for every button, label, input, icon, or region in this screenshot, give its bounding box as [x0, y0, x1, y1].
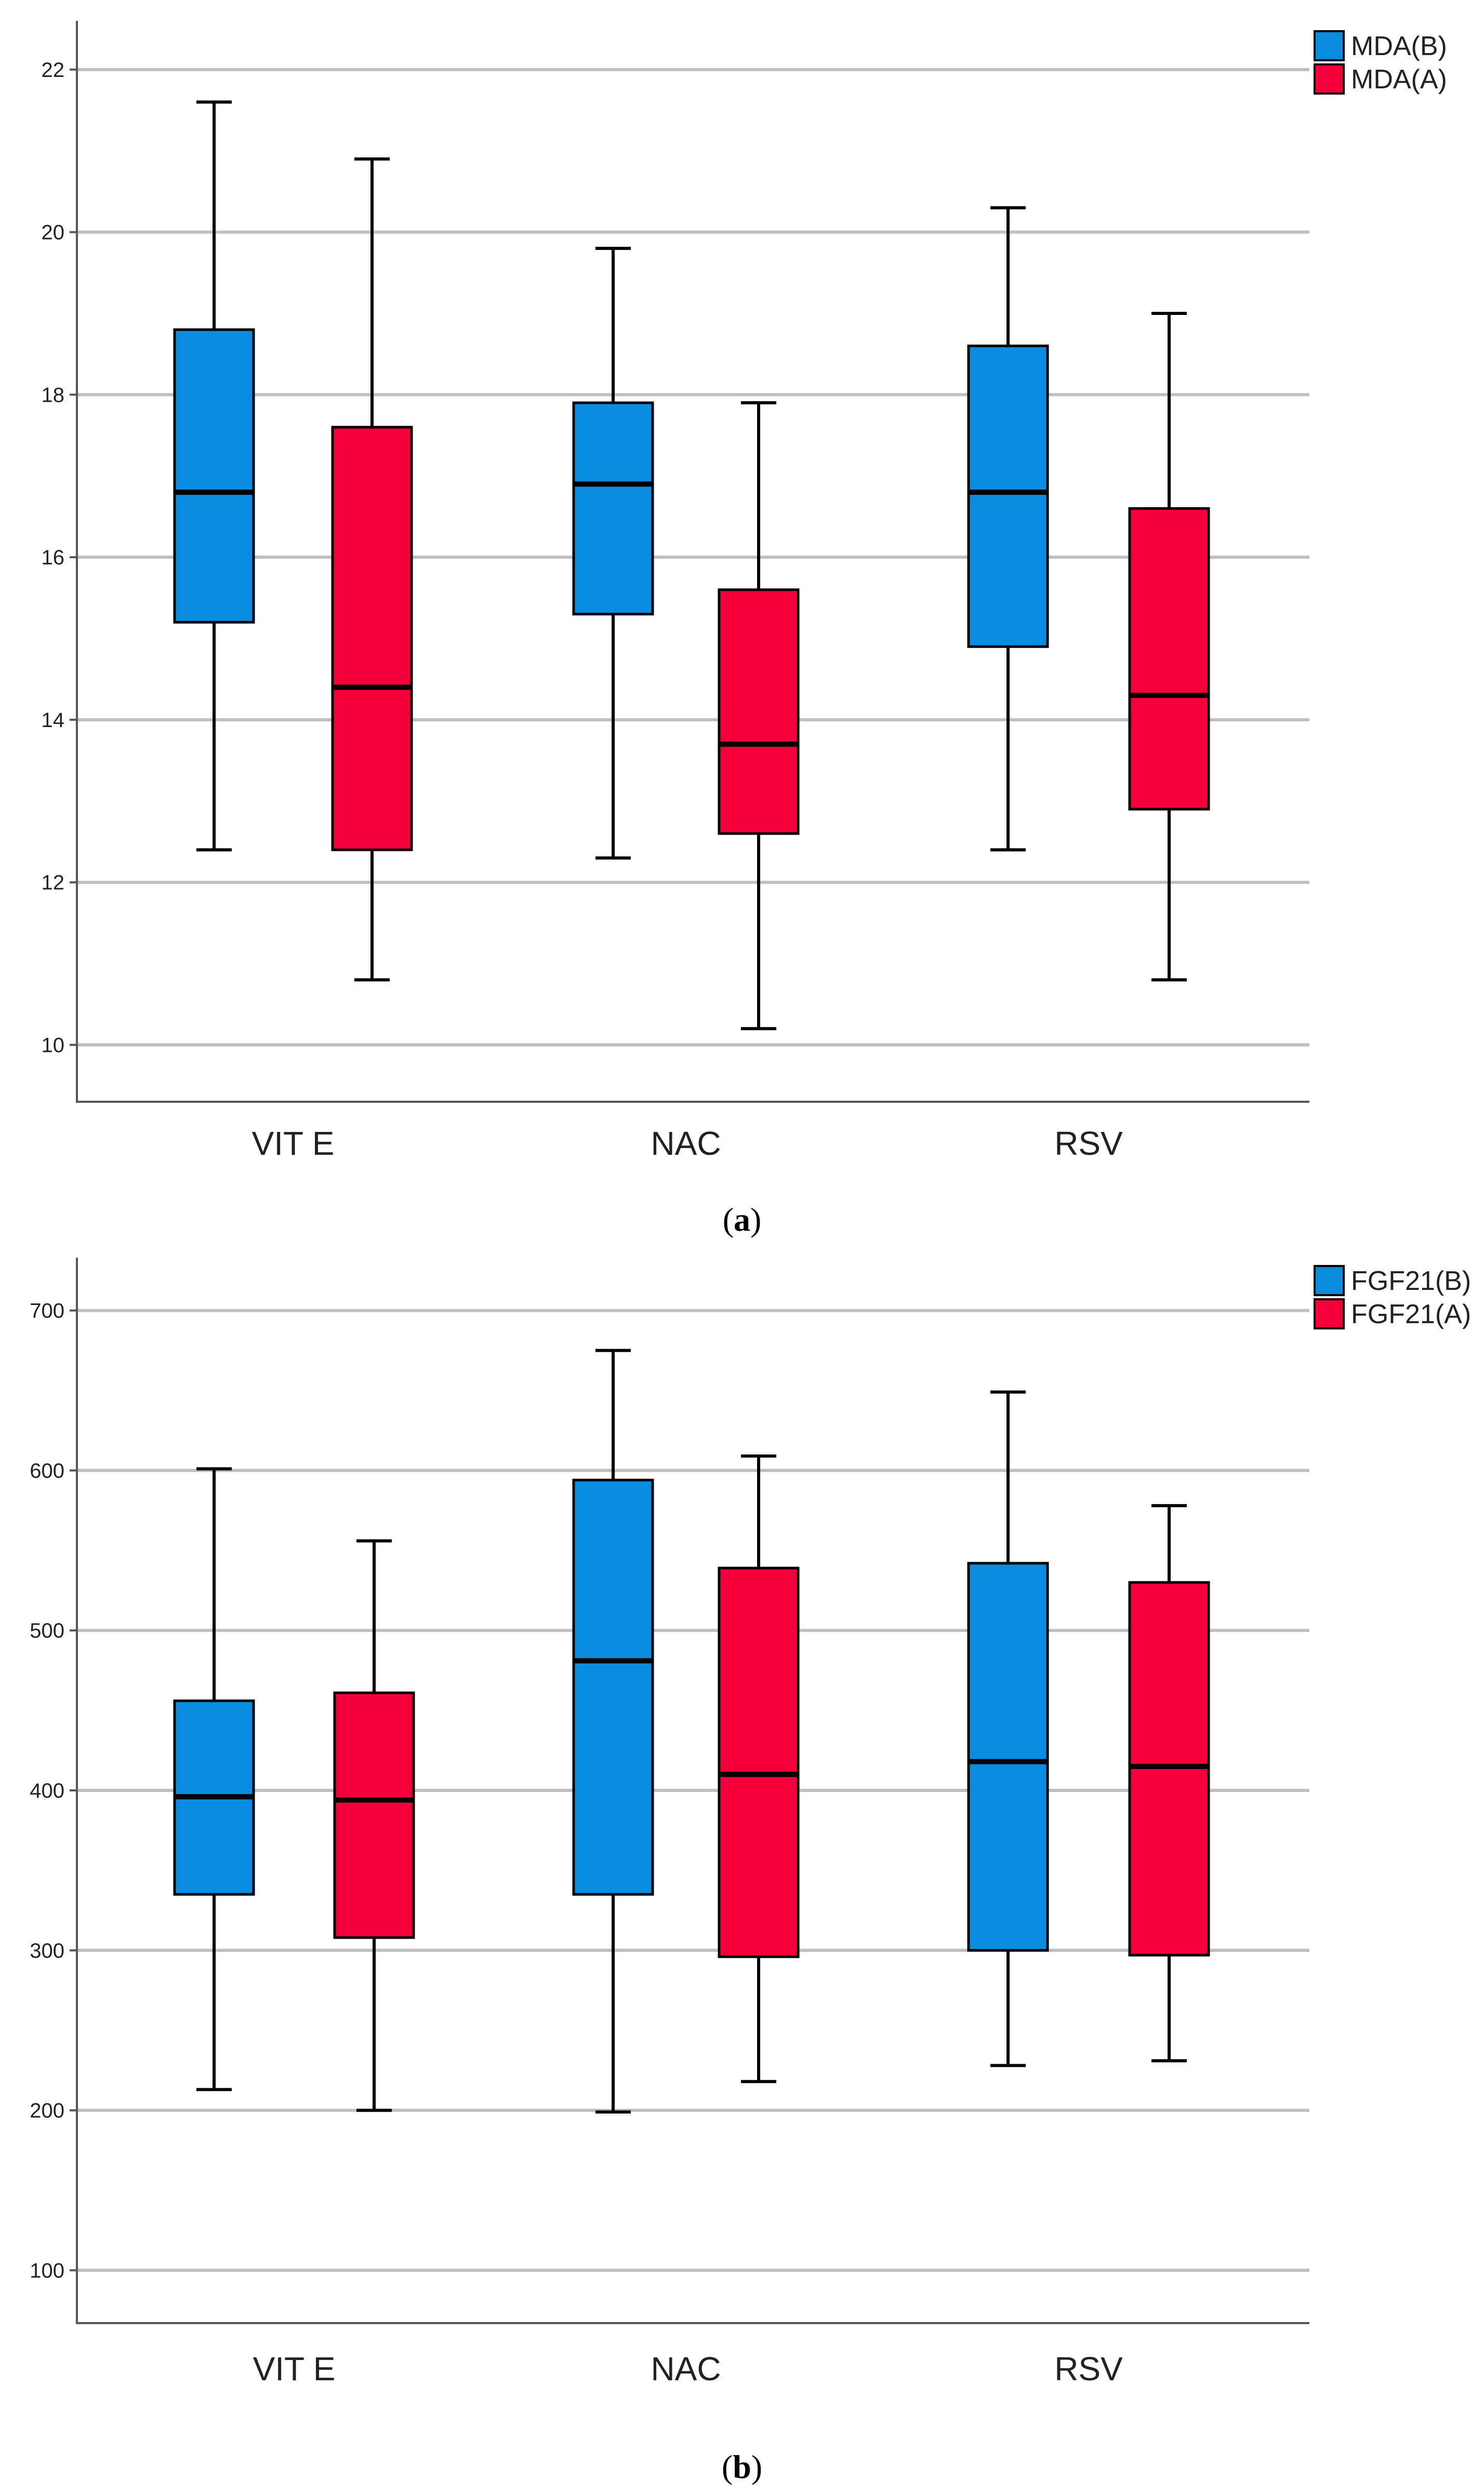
legend-swatch — [1314, 30, 1345, 61]
x-category-label: NAC — [651, 1125, 721, 1162]
legend-label: MDA(A) — [1351, 64, 1447, 95]
x-category-label: VIT E — [252, 1125, 335, 1162]
x-category-label: NAC — [651, 2350, 721, 2388]
y-tick-label: 500 — [30, 1619, 64, 1642]
y-tick-label: 200 — [30, 2100, 64, 2122]
y-tick-label: 22 — [42, 59, 65, 82]
y-tick-label: 400 — [30, 1779, 64, 1802]
y-tick-label: 100 — [30, 2259, 64, 2282]
panel-b-categories: VIT E NAC RSV — [253, 2350, 1123, 2388]
y-tick-label: 16 — [42, 546, 65, 569]
legend-label: FGF21(B) — [1351, 1266, 1471, 1296]
iqr-box — [718, 1566, 800, 1958]
legend-label: FGF21(A) — [1351, 1299, 1471, 1329]
x-category-label: RSV — [1054, 1125, 1123, 1162]
panel-a-gridlines — [77, 68, 1309, 1047]
y-tick-label: 12 — [42, 872, 65, 894]
box-FGF21(A)-NAC — [718, 1454, 800, 2084]
y-tick-label: 700 — [30, 1300, 64, 1323]
panel-a-caption: (a) — [723, 1201, 762, 1238]
box-MDA(B)-VIT E — [173, 100, 255, 852]
panel-b-legend: FGF21(B)FGF21(A) — [1314, 1265, 1471, 1329]
panel-b-boxes — [173, 1349, 1210, 2114]
box-FGF21(A)-VIT E — [333, 1539, 415, 2112]
iqr-box — [333, 1691, 415, 1939]
panel-a-axes — [76, 21, 1309, 1103]
axis-frame — [76, 21, 1309, 1103]
legend-swatch — [1314, 63, 1345, 95]
iqr-box — [572, 1479, 654, 1896]
panel-a-y-ticks: 10 12 14 16 18 20 22 — [42, 59, 77, 1057]
panel-b-gridlines — [77, 1309, 1309, 2272]
iqr-box — [967, 1562, 1049, 1952]
box-MDA(B)-NAC — [572, 246, 654, 860]
x-category-label: VIT E — [253, 2350, 336, 2388]
axis-frame — [76, 1258, 1309, 2324]
y-tick-label: 600 — [30, 1459, 64, 1482]
box-FGF21(B)-RSV — [967, 1390, 1049, 2067]
panel-a-boxes — [173, 100, 1210, 1031]
panel-b-chart: 100 200 300 400 500 600 700 VIT E NAC RSV FGF21(… — [30, 1258, 1471, 2388]
y-tick-label: 18 — [42, 384, 65, 406]
legend-swatch — [1314, 1265, 1345, 1296]
box-MDA(B)-RSV — [967, 206, 1049, 852]
iqr-box — [967, 345, 1049, 648]
panel-b-axes — [76, 1258, 1309, 2324]
iqr-box — [331, 426, 413, 851]
box-MDA(A)-RSV — [1128, 312, 1210, 982]
box-MDA(A)-NAC — [718, 401, 800, 1031]
iqr-box — [1128, 507, 1210, 811]
panel-a-legend: MDA(B)MDA(A) — [1314, 30, 1447, 95]
panel-a-categories: VIT E NAC RSV — [252, 1125, 1123, 1162]
legend-label: MDA(B) — [1351, 31, 1447, 61]
y-tick-label: 14 — [42, 709, 65, 732]
y-tick-label: 20 — [42, 221, 65, 244]
legend-swatch — [1314, 1298, 1345, 1329]
iqr-box — [173, 328, 255, 624]
box-FGF21(B)-NAC — [572, 1349, 654, 2114]
panel-b-caption: (b) — [722, 2448, 762, 2485]
y-tick-label: 10 — [42, 1034, 65, 1057]
box-FGF21(A)-RSV — [1128, 1504, 1210, 2063]
box-FGF21(B)-VIT E — [173, 1467, 255, 2091]
x-category-label: RSV — [1054, 2350, 1123, 2388]
iqr-box — [572, 401, 654, 616]
box-MDA(A)-VIT E — [331, 157, 413, 982]
y-tick-label: 300 — [30, 1940, 64, 1962]
iqr-box — [718, 588, 800, 835]
panel-b-y-ticks: 100 200 300 400 500 600 700 — [30, 1300, 77, 2282]
panel-a-chart: 10 12 14 16 18 20 22 VIT E NAC RSV MDA(B)MDA(A) — [42, 21, 1447, 1162]
